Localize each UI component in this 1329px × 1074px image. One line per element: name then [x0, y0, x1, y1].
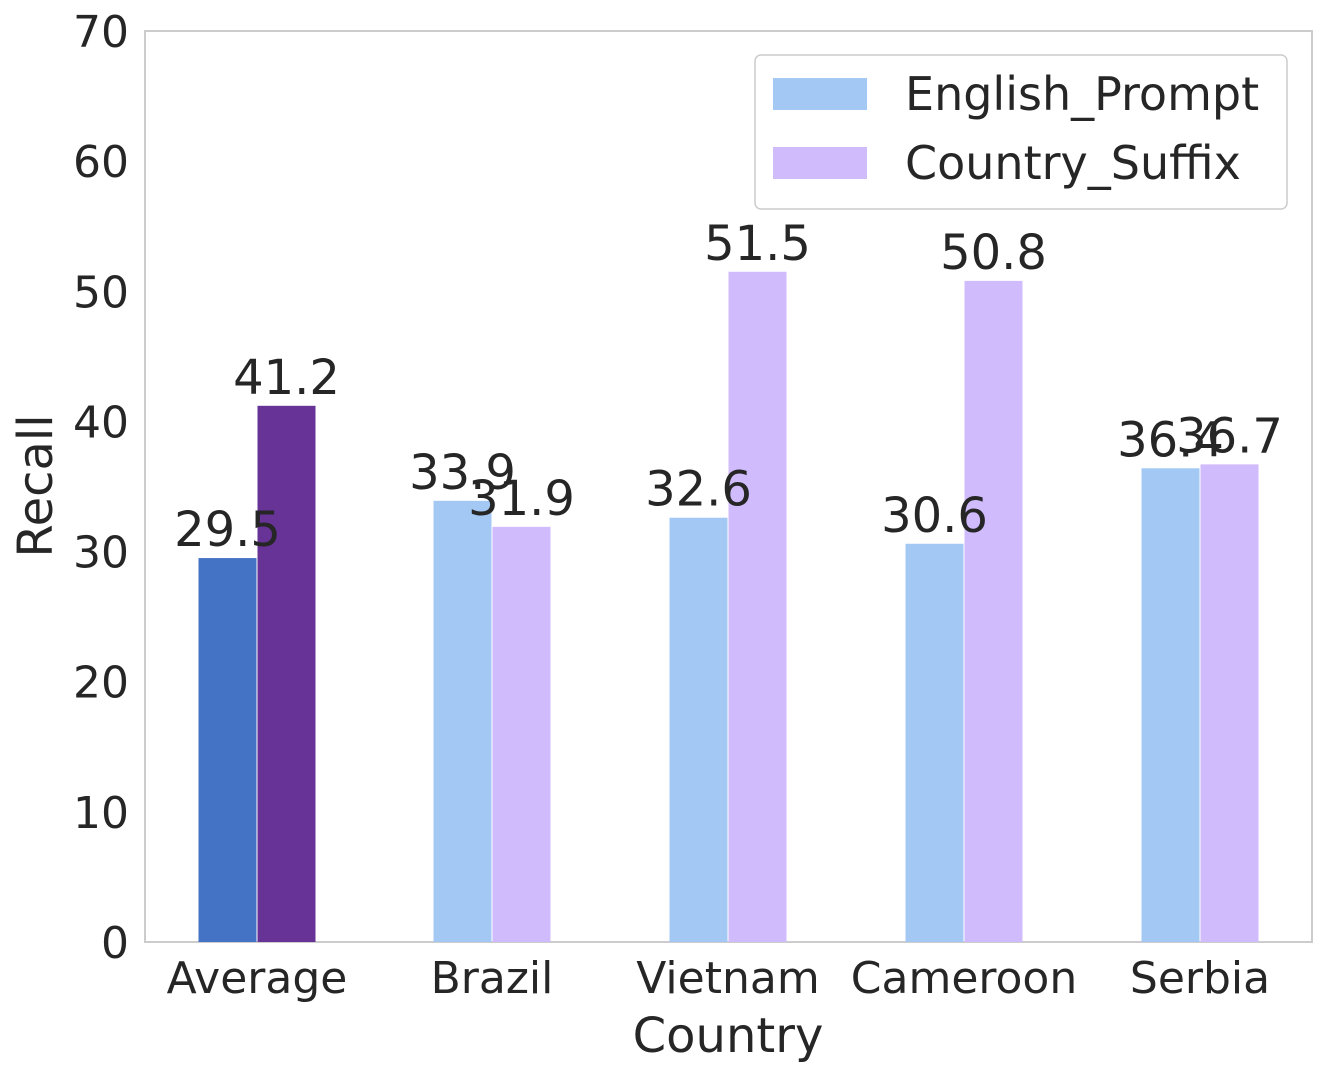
legend-swatch-english-prompt	[773, 78, 867, 110]
x-axis-label: Country	[633, 1008, 824, 1064]
x-tick-label-cameroon: Cameroon	[851, 953, 1077, 1004]
bar-english-prompt-brazil	[433, 500, 492, 942]
data-label-english-prompt-average: 29.5	[174, 502, 281, 558]
x-tick-labels: Average Brazil Vietnam Cameroon Serbia	[167, 953, 1270, 1004]
legend-label-english-prompt: English_Prompt	[905, 67, 1259, 121]
bar-english-prompt-vietnam	[669, 517, 728, 942]
y-tick-label: 60	[73, 137, 129, 188]
x-tick-label-average: Average	[167, 953, 348, 1004]
data-label-english-prompt-serbia: 36.4	[1117, 412, 1224, 468]
y-tick-label: 20	[73, 658, 129, 709]
bar-country-suffix-serbia	[1200, 464, 1259, 942]
bars-layer	[198, 271, 1259, 943]
data-label-english-prompt-cameroon: 30.6	[881, 488, 988, 544]
x-tick-label-brazil: Brazil	[431, 953, 554, 1004]
legend-swatch-country-suffix	[773, 147, 867, 179]
y-tick-labels: 0 10 20 30 40 50 60 70	[73, 7, 129, 969]
bar-english-prompt-average	[198, 558, 257, 942]
legend-box	[754, 54, 1288, 210]
data-label-country-suffix-serbia: 36.7	[1176, 408, 1283, 464]
bar-english-prompt-serbia	[1141, 468, 1200, 942]
legend-label-country-suffix: Country_Suffix	[905, 136, 1241, 190]
data-label-country-suffix-average: 41.2	[233, 350, 340, 406]
bar-country-suffix-vietnam	[728, 271, 787, 942]
y-tick-label: 40	[73, 397, 129, 448]
y-tick-label: 70	[73, 7, 129, 58]
bar-country-suffix-brazil	[492, 526, 551, 942]
data-label-english-prompt-brazil: 33.9	[409, 445, 516, 501]
data-labels-layer: 29.5 33.9 32.6 30.6 36.4 41.2 31.9 51.5 50.8 36.7	[174, 216, 1283, 558]
data-label-country-suffix-vietnam: 51.5	[704, 216, 811, 272]
data-label-english-prompt-vietnam: 32.6	[645, 462, 752, 518]
bar-english-prompt-cameroon	[905, 543, 964, 942]
y-tick-label: 50	[73, 267, 129, 318]
y-tick-label: 0	[101, 918, 129, 969]
data-label-country-suffix-cameroon: 50.8	[940, 225, 1047, 281]
y-tick-label: 10	[73, 788, 129, 839]
data-label-country-suffix-brazil: 31.9	[468, 471, 575, 527]
y-tick-label: 30	[73, 528, 129, 579]
y-axis-label: Recall	[8, 414, 64, 557]
x-tick-label-vietnam: Vietnam	[636, 953, 819, 1004]
legend: English_Prompt Country_Suffix	[754, 54, 1288, 210]
bar-country-suffix-average	[257, 405, 316, 943]
x-tick-label-serbia: Serbia	[1130, 953, 1270, 1004]
bar-country-suffix-cameroon	[964, 280, 1023, 943]
